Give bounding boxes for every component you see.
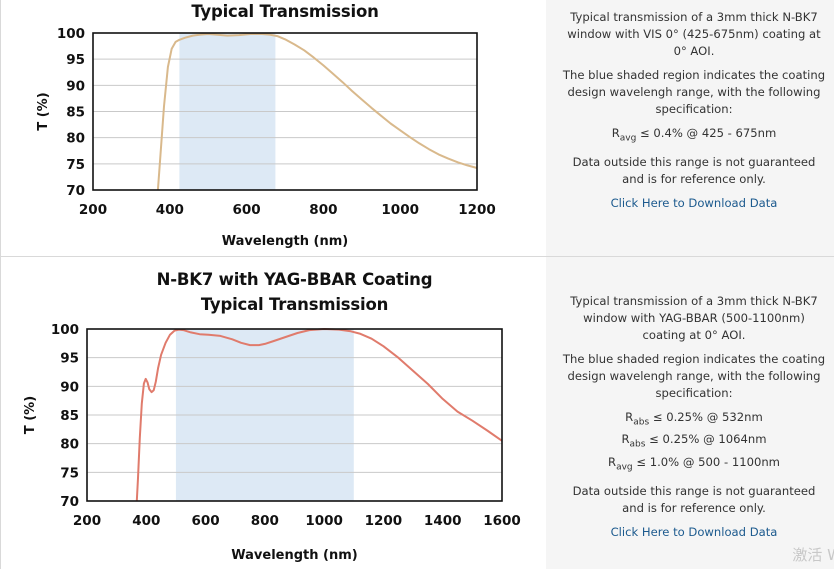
y-tick-label: 95 (66, 52, 85, 68)
y-tick-label: 80 (66, 131, 85, 147)
y-tick-label: 100 (57, 26, 85, 42)
spec-line: Rabs ≤ 0.25% @ 1064nm (621, 432, 767, 450)
download-data-link[interactable]: Click Here to Download Data (610, 196, 778, 211)
description-cell-2: Typical transmission of a 3mm thick N-BK… (546, 257, 834, 569)
chart-cell-1: Typical Transmission 70 75 80 85 90 95 100 200 40… (0, 0, 547, 256)
description-text: Typical transmission of a 3mm thick N-BK… (567, 10, 821, 58)
spec-list: Rabs ≤ 0.25% @ 532nm Rabs ≤ 0.25% @ 1064… (560, 409, 828, 476)
x-tick-label: 400 (156, 202, 184, 218)
description-text: Typical transmission of a 3mm thick N-BK… (570, 294, 818, 342)
x-tick-label: 1400 (424, 513, 462, 529)
shaded-region-note: The blue shaded region indicates the coa… (562, 68, 826, 116)
product-row-1: Typical Transmission 70 75 80 85 90 95 100 200 40… (0, 0, 834, 257)
y-axis-label: T (%) (36, 92, 51, 130)
transmission-line (135, 328, 503, 502)
product-row-2: N-BK7 with YAG-BBAR Coating Typical Trans… (0, 256, 834, 569)
spec-list: Ravg ≤ 0.4% @ 425 - 675nm (560, 125, 828, 147)
chart-title-line: Typical Transmission (191, 2, 378, 21)
x-tick-label: 1200 (365, 513, 403, 529)
activation-watermark: 激活 W (792, 546, 834, 564)
y-tick-label: 75 (60, 465, 79, 481)
x-tick-label: 600 (191, 513, 219, 529)
y-tick-label: 85 (66, 105, 85, 121)
x-tick-label: 200 (73, 513, 101, 529)
x-tick-label: 400 (132, 513, 160, 529)
y-tick-label: 70 (66, 183, 85, 199)
transmission-chart-2: N-BK7 with YAG-BBAR Coating Typical Trans… (23, 270, 521, 563)
x-axis-label: Wavelength (nm) (231, 548, 357, 563)
transmission-line (156, 33, 478, 191)
y-tick-label: 95 (60, 351, 79, 367)
spec-line: Ravg ≤ 0.4% @ 425 - 675nm (611, 126, 777, 144)
y-tick-label: 100 (51, 322, 79, 338)
x-tick-label: 1600 (483, 513, 521, 529)
disclaimer-text: Data outside this range is not guarantee… (572, 155, 816, 187)
x-axis-label: Wavelength (nm) (222, 234, 348, 249)
x-tick-label: 1200 (458, 202, 496, 218)
x-tick-label: 800 (309, 202, 337, 218)
download-data-link[interactable]: Click Here to Download Data (610, 524, 778, 539)
x-tick-label: 800 (251, 513, 279, 529)
y-tick-label: 90 (60, 379, 79, 395)
chart-title-line: N-BK7 with YAG-BBAR Coating (157, 270, 433, 289)
x-tick-label: 1000 (305, 513, 343, 529)
disclaimer-text: Data outside this range is not guarantee… (572, 483, 816, 515)
y-tick-label: 85 (60, 408, 79, 424)
chart-cell-2: N-BK7 with YAG-BBAR Coating Typical Trans… (0, 257, 547, 569)
x-tick-label: 600 (233, 202, 261, 218)
spec-line: Rabs ≤ 0.25% @ 532nm (625, 410, 763, 428)
y-axis-label: T (%) (23, 396, 38, 434)
plot-frame (86, 328, 503, 502)
y-tick-label: 80 (60, 437, 79, 453)
shaded-region-note: The blue shaded region indicates the coa… (562, 352, 826, 400)
y-tick-label: 70 (60, 494, 79, 510)
y-tick-label: 90 (66, 78, 85, 94)
transmission-chart-1: Typical Transmission 70 75 80 85 90 95 100 200 40… (36, 2, 496, 249)
plot-frame (92, 32, 478, 191)
x-tick-label: 1000 (381, 202, 419, 218)
chart-title-line: Typical Transmission (201, 295, 388, 314)
spec-line: Ravg ≤ 1.0% @ 500 - 1100nm (608, 454, 780, 472)
description-cell-1: Typical transmission of a 3mm thick N-BK… (546, 0, 834, 256)
y-tick-label: 75 (66, 157, 85, 173)
x-tick-label: 200 (79, 202, 107, 218)
